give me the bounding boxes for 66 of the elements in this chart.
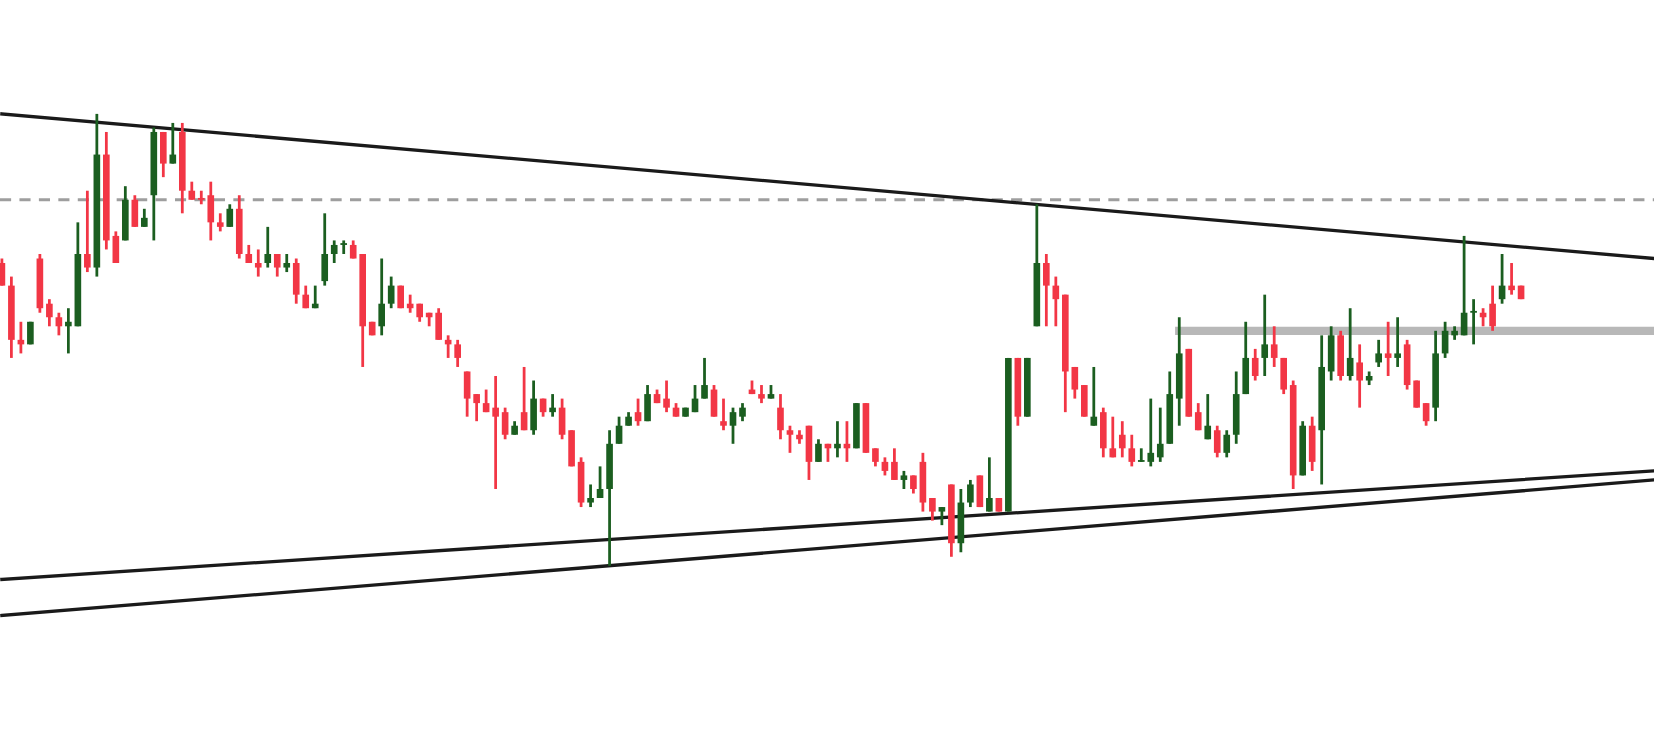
candlestick xyxy=(141,207,148,229)
candlestick xyxy=(1356,342,1363,410)
candlestick xyxy=(1204,392,1212,441)
candlestick xyxy=(1128,433,1136,468)
candlestick xyxy=(1308,415,1316,473)
candlestick xyxy=(758,383,765,405)
candlestick xyxy=(777,392,784,441)
candlestick xyxy=(701,356,708,400)
candlestick xyxy=(986,455,993,513)
candlestick xyxy=(1337,329,1344,382)
candlestick xyxy=(264,225,272,269)
candlestick xyxy=(159,130,167,179)
candlestick xyxy=(378,257,386,337)
candlestick xyxy=(596,465,604,500)
candlestick xyxy=(292,257,300,306)
candlestick xyxy=(216,211,224,233)
candlestick xyxy=(1099,406,1107,459)
candlestick xyxy=(1090,365,1098,428)
candlestick xyxy=(606,428,613,568)
candlestick xyxy=(1223,428,1231,459)
candlestick xyxy=(1261,293,1269,378)
candlestick xyxy=(1394,315,1401,369)
candlestick xyxy=(1118,419,1126,459)
candlestick xyxy=(55,311,63,337)
candlestick xyxy=(84,189,91,274)
candlestick xyxy=(387,275,395,310)
candlestick xyxy=(967,478,974,509)
candlestick xyxy=(340,239,348,256)
candlestick xyxy=(1251,347,1259,382)
candlestick xyxy=(853,401,860,450)
candlestick xyxy=(1346,306,1354,382)
candlestick xyxy=(615,415,623,446)
candlestick xyxy=(1213,424,1221,459)
candlestick xyxy=(587,483,594,509)
candlestick xyxy=(520,365,528,432)
candlestick xyxy=(720,397,727,432)
candlestick xyxy=(122,184,129,242)
candlestick xyxy=(644,383,651,423)
candlestick xyxy=(710,383,718,419)
candlestick xyxy=(1470,297,1477,346)
candlestick xyxy=(938,505,946,527)
candlestick xyxy=(530,379,537,437)
candlestick xyxy=(235,193,243,260)
candlestick xyxy=(330,239,338,265)
candlestick xyxy=(1270,324,1278,369)
candlestick xyxy=(1109,415,1117,459)
candlestick xyxy=(1375,338,1382,369)
candlestick xyxy=(254,248,262,278)
candlestick xyxy=(169,121,177,165)
candlestick xyxy=(0,257,6,288)
candlestick xyxy=(834,419,841,459)
candlestick xyxy=(634,397,642,428)
candlestick xyxy=(454,338,461,369)
candlestick xyxy=(976,474,984,509)
candlestick xyxy=(1242,320,1250,396)
candlestick xyxy=(321,211,329,288)
candlestick xyxy=(131,193,139,229)
candlestick xyxy=(815,437,822,464)
candlestick xyxy=(900,469,908,491)
candlestick xyxy=(226,202,234,229)
candlestick xyxy=(1384,320,1392,378)
candlestick xyxy=(549,392,556,419)
candlestick xyxy=(1232,370,1240,446)
candlestick xyxy=(786,424,794,455)
candlestick xyxy=(1043,252,1050,328)
candlestick xyxy=(283,252,291,274)
